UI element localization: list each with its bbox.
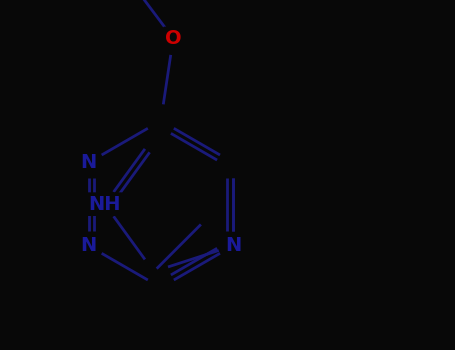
Text: N: N [81,236,97,256]
Text: NH: NH [89,195,121,214]
Text: N: N [225,236,241,256]
Text: O: O [165,29,182,48]
Text: N: N [81,153,97,172]
